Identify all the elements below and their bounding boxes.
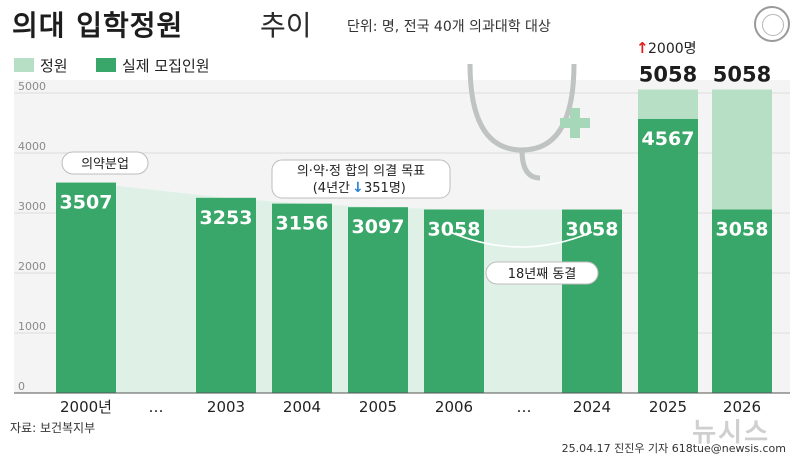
credit-line: 25.04.17 진진우 기자 618tue@newsis.com [561, 442, 786, 455]
annotation-freeze: 18년째 동결 [508, 267, 577, 282]
annotation-bubble [271, 159, 451, 199]
x-tick-label: 2025 [649, 398, 687, 416]
actual-bar [272, 203, 332, 393]
unit-note: 단위: 명, 전국 40개 의과대학 대상 [347, 19, 551, 35]
annotation-increase: 2000명 [648, 41, 697, 57]
actual-bar [638, 118, 698, 393]
quota-value-label: 5058 [639, 63, 697, 87]
medical-cross-icon [560, 108, 590, 138]
actual-bar [56, 182, 116, 393]
x-tick-label: 2006 [435, 398, 473, 416]
actual-bar [196, 197, 256, 393]
y-tick-label: 2000 [18, 260, 46, 273]
legend-swatch-actual [96, 58, 116, 72]
legend-label-quota: 정원 [40, 57, 68, 75]
chart-title-suffix: 추이 [260, 9, 312, 42]
actual-value-label: 3507 [60, 192, 113, 214]
annotation-bubble [485, 261, 599, 285]
x-tick-label: 2004 [283, 398, 321, 416]
x-tick-label: 2005 [359, 398, 397, 416]
source-note: 자료: 보건복지부 [10, 421, 96, 435]
down-arrow-icon: ↓ [352, 180, 364, 196]
y-tick-label: 1000 [18, 320, 46, 333]
y-tick-label: 5000 [18, 80, 46, 93]
watermark-logo: 뉴시스 [692, 418, 770, 448]
actual-bar [348, 207, 408, 393]
actual-value-label: 4567 [642, 128, 695, 150]
actual-value-label: 3097 [352, 216, 405, 238]
annotation-bubble [61, 151, 149, 175]
actual-value-label: 3058 [566, 219, 619, 241]
trend-area [86, 182, 592, 393]
x-tick-label: … [149, 398, 164, 416]
annotation-agreement: 의·약·정 합의 의결 목표 [297, 164, 425, 179]
x-tick-label: … [517, 398, 532, 416]
actual-value-label: 3058 [716, 219, 769, 241]
actual-bar [562, 209, 622, 393]
y-tick-label: 0 [18, 380, 25, 393]
annotation-agreement-prefix: (4년간 [313, 181, 350, 196]
x-tick-label: 2000년 [60, 398, 112, 416]
annotation-separation: 의약분업 [81, 157, 129, 172]
annotation-agreement-number: 351명) [364, 181, 406, 196]
y-tick-label: 4000 [18, 140, 46, 153]
freeze-arc [449, 231, 593, 248]
legend-swatch-quota [14, 58, 34, 72]
x-tick-label: 2003 [207, 398, 245, 416]
actual-value-label: 3156 [276, 213, 329, 235]
y-tick-label: 3000 [18, 200, 46, 213]
quota-value-label: 5058 [713, 63, 771, 87]
actual-bar [712, 209, 772, 393]
chart-title: 의대 입학정원 [12, 9, 184, 42]
actual-value-label: 3253 [200, 207, 253, 229]
x-tick-label: 2026 [723, 398, 761, 416]
up-arrow-icon: ↑ [636, 39, 649, 57]
stethoscope-tube [519, 149, 541, 181]
actual-value-label: 3058 [428, 219, 481, 241]
legend-label-actual: 실제 모집인원 [122, 57, 210, 75]
newsis-seal-icon [754, 6, 790, 42]
x-tick-label: 2024 [573, 398, 611, 416]
